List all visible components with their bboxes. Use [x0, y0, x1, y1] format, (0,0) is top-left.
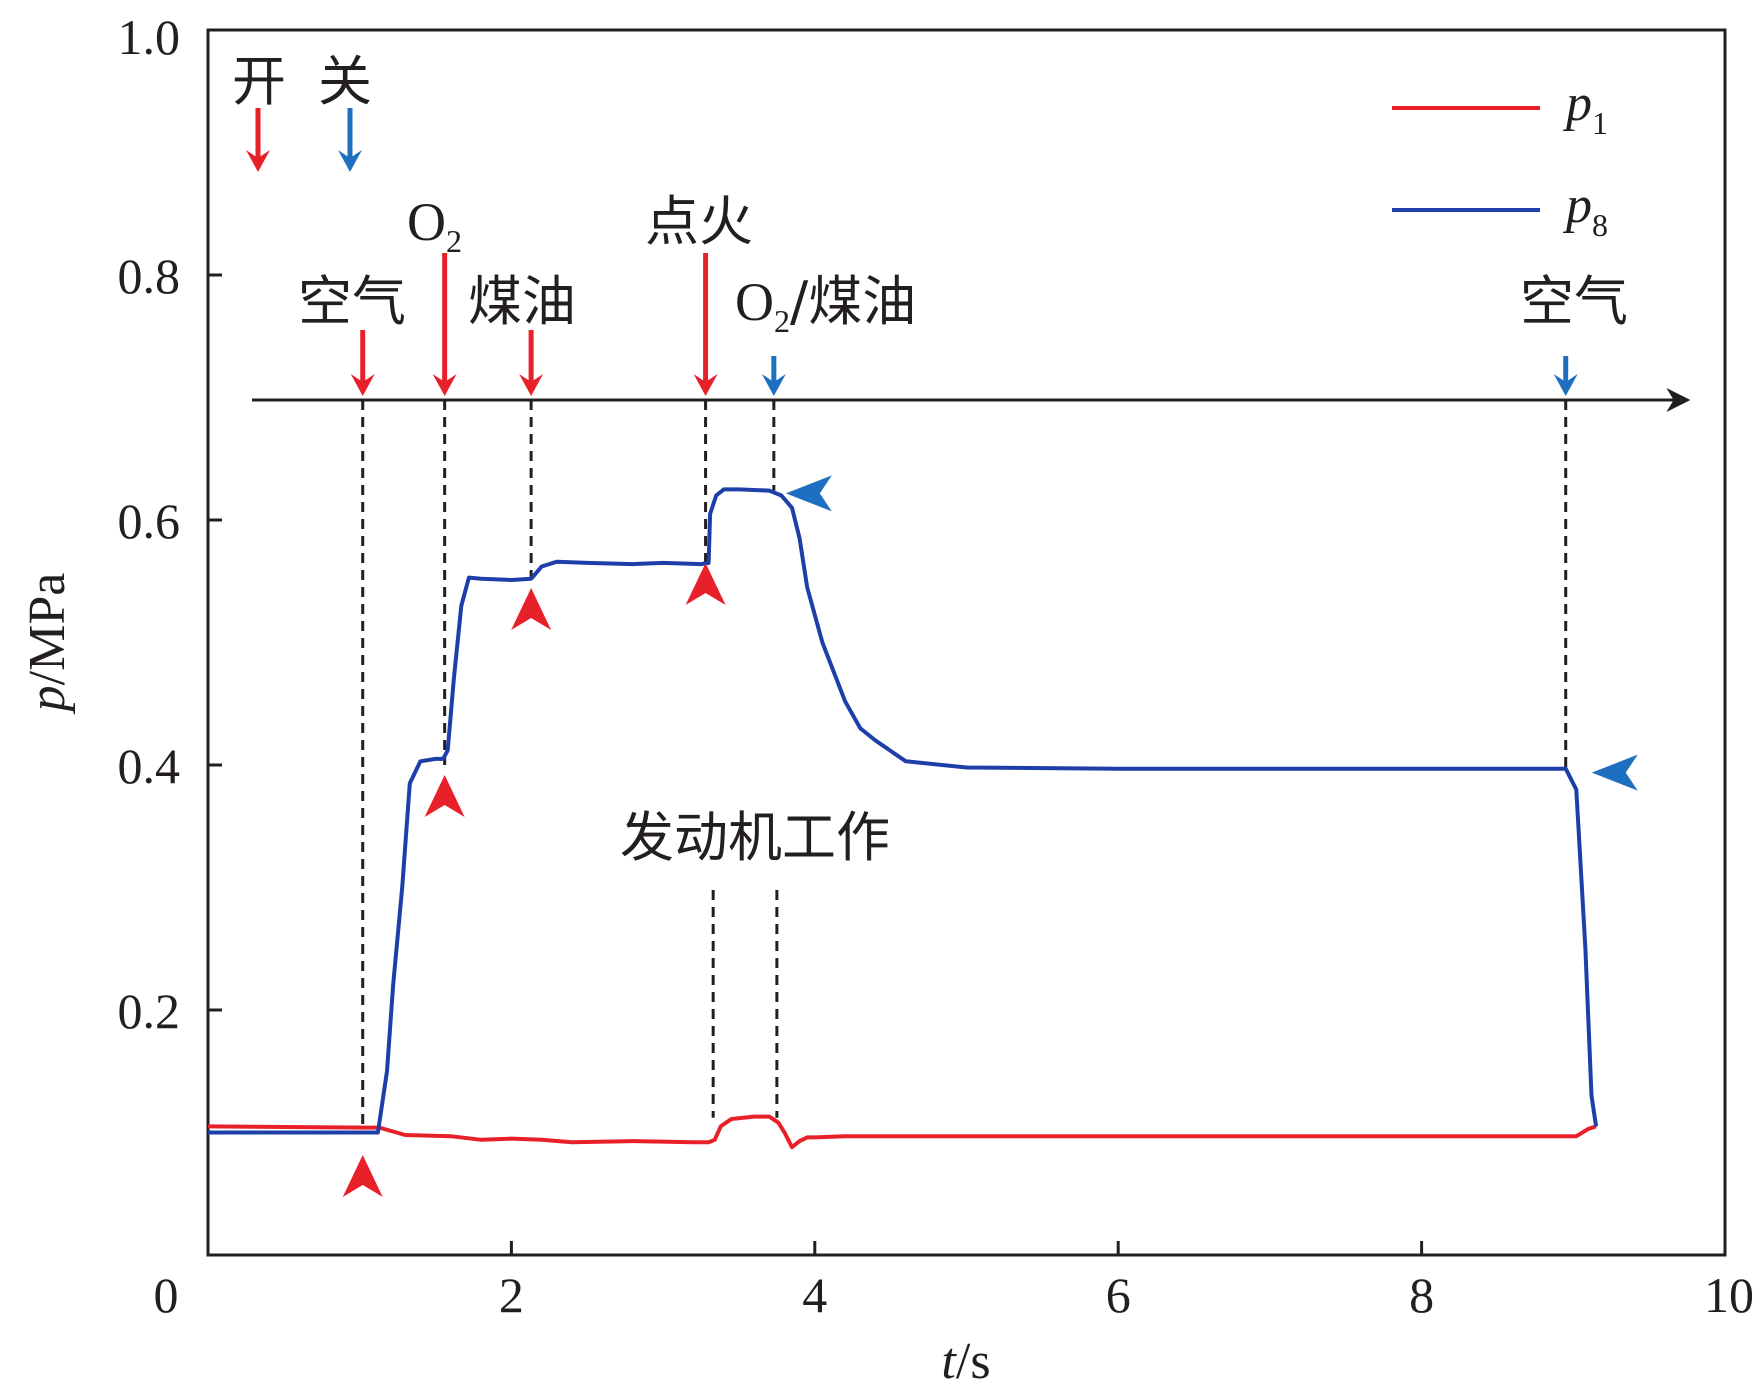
x-tick-label-3: 6	[1106, 1267, 1131, 1323]
x-axis-var: t	[941, 1333, 957, 1390]
event-label-o2: O2	[407, 192, 462, 259]
marker-kerosene-open	[511, 588, 552, 630]
event-arrow-air_end-head	[1553, 374, 1578, 396]
event-arrow-o2-head	[432, 374, 457, 396]
event-arrow-ignition	[693, 253, 718, 396]
y-tick-label-3: 0.8	[118, 248, 181, 304]
marker-air-open	[342, 1155, 383, 1197]
marker-o2-kerosene-close	[785, 475, 832, 512]
event-label-o2-kerosene-sub: 2	[774, 303, 790, 339]
x-axis-unit: /s	[956, 1333, 991, 1390]
legend-p8-label: p8	[1562, 177, 1608, 243]
legend-p8-var: p	[1562, 177, 1592, 234]
legend: p1 p8	[1392, 75, 1608, 243]
y-axis-label: p/MPa	[19, 573, 76, 716]
legend-open-arrow	[246, 108, 270, 172]
event-label-o2-kerosene: O2/煤油	[735, 270, 916, 339]
legend-p1-label: p1	[1562, 75, 1608, 141]
legend-open-label: 开	[232, 50, 286, 113]
event-arrow-kerosene-head	[519, 374, 544, 396]
x-tick-label-0: 0	[154, 1267, 179, 1323]
legend-p1-var: p	[1562, 75, 1592, 132]
event-label-o2-sub: 2	[446, 223, 462, 259]
x-tick-label-4: 8	[1409, 1267, 1434, 1323]
event-arrow-o2_kerosene-head	[761, 374, 786, 396]
y-axis-var: p	[19, 685, 76, 715]
event-arrow-o2_kerosene	[761, 356, 786, 396]
event-label-o2-kerosene-rest: /煤油	[790, 270, 916, 333]
event-label-o2-kerosene-base: O	[735, 272, 774, 332]
legend-close-arrow	[338, 108, 362, 172]
event-arrow-ignition-head	[693, 374, 718, 396]
event-label-kerosene: 煤油	[468, 270, 576, 333]
data-lines	[207, 487, 1599, 1150]
y-tick-label-4: 1.0	[118, 9, 181, 65]
event-label-o2-base: O	[407, 192, 446, 252]
y-tick-label-2: 0.6	[118, 493, 181, 549]
event-dashed-lines	[361, 400, 1568, 1128]
series-line-p1	[207, 1114, 1597, 1150]
event-label-air: 空气	[298, 270, 406, 333]
legend-close-label: 关	[318, 50, 372, 113]
event-arrow-o2	[432, 253, 457, 396]
x-tick-label-1: 2	[499, 1267, 524, 1323]
legend-open-arrow-head	[246, 150, 270, 172]
series-line-p8	[208, 487, 1599, 1135]
event-arrows	[246, 108, 1578, 396]
tick-labels: 0 2 4 6 8 10 0.2 0.4 0.6 0.8 1.0	[118, 9, 1755, 1323]
legend-close-arrow-head	[338, 150, 362, 172]
marker-air-close	[1591, 754, 1638, 791]
event-label-ignition: 点火	[645, 190, 753, 253]
event-arrow-air	[350, 330, 375, 396]
legend-p8-sub: 8	[1592, 207, 1608, 243]
y-axis-unit: /MPa	[19, 573, 76, 686]
x-tick-label-2: 4	[802, 1267, 827, 1323]
event-arrow-kerosene	[519, 330, 544, 396]
marker-o2-open	[424, 775, 465, 817]
y-tick-label-1: 0.4	[118, 738, 181, 794]
legend-p1-sub: 1	[1592, 105, 1608, 141]
axis-ticks	[208, 273, 1424, 1255]
marker-ignition	[685, 563, 726, 605]
event-arrow-air_end	[1553, 356, 1578, 396]
event-arrow-air-head	[350, 374, 375, 396]
event-markers	[342, 475, 1638, 1197]
x-tick-label-5: 10	[1704, 1267, 1754, 1323]
plot-frame	[206, 28, 1727, 1257]
engine-working-label: 发动机工作	[620, 806, 890, 869]
y-tick-label-0: 0.2	[118, 983, 181, 1039]
x-axis-label: t/s	[941, 1333, 990, 1390]
event-label-air-end: 空气	[1520, 270, 1628, 333]
